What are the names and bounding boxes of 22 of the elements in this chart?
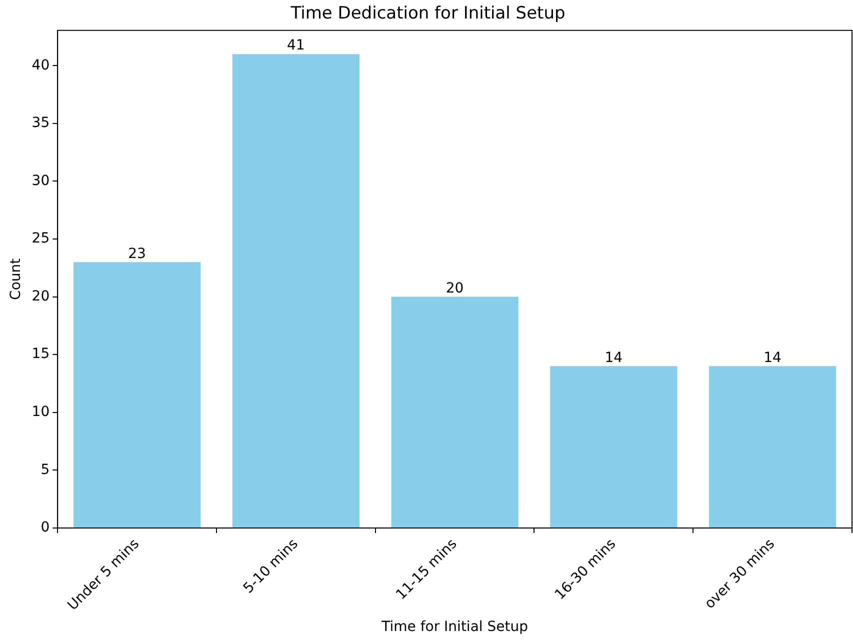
y-tick-label: 25 xyxy=(32,230,50,247)
x-axis-title: Time for Initial Setup xyxy=(380,619,528,636)
y-tick-label: 0 xyxy=(40,520,50,536)
data-label: 41 xyxy=(287,38,305,54)
bar xyxy=(550,366,678,528)
bar xyxy=(391,296,518,528)
y-tick-label: 15 xyxy=(32,346,50,362)
bar xyxy=(74,262,201,528)
y-tick-label: 35 xyxy=(32,115,50,132)
chart-title: Time Dedication for Initial Setup xyxy=(290,4,566,24)
y-tick-label: 5 xyxy=(40,462,50,478)
y-tick-label: 20 xyxy=(32,288,50,304)
bar xyxy=(232,54,360,528)
bar xyxy=(709,366,836,528)
y-axis-title: Count xyxy=(8,258,24,300)
y-tick-label: 30 xyxy=(32,172,50,189)
y-tick-label: 10 xyxy=(32,404,50,420)
data-label: 20 xyxy=(446,280,464,296)
data-label: 14 xyxy=(604,350,623,366)
data-label: 14 xyxy=(764,350,782,366)
y-tick-label: 40 xyxy=(32,57,50,74)
data-label: 23 xyxy=(128,246,146,262)
